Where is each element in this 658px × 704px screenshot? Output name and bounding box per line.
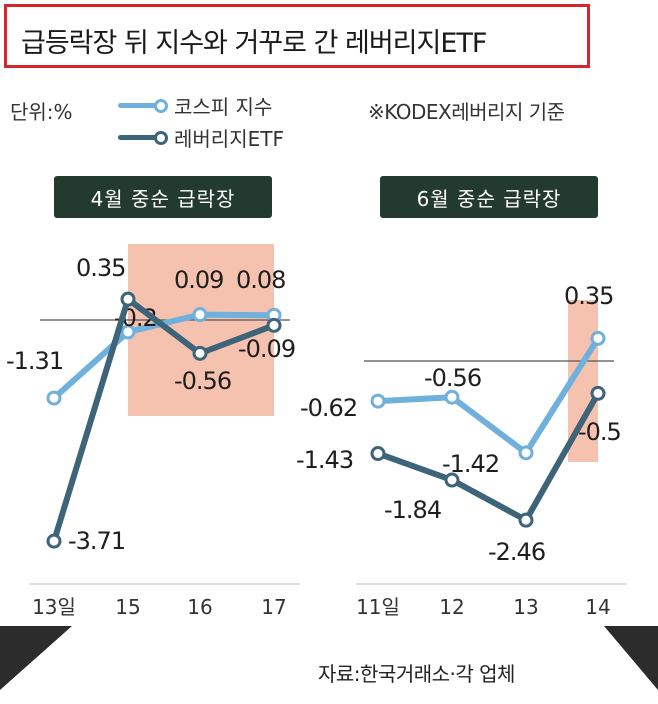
tick-label-april-1: 15 bbox=[115, 595, 140, 619]
data-point-kospi-april-2 bbox=[192, 307, 208, 323]
legend-kospi-label: 코스피 지수 bbox=[174, 94, 273, 119]
tick-label-june-1: 12 bbox=[439, 595, 464, 619]
source-note: ※KODEX레버리지 기준 bbox=[368, 100, 565, 124]
data-label-etf-june-2: -2.46 bbox=[488, 538, 545, 566]
highlight-band-april bbox=[128, 244, 274, 416]
chart-title: 급등락장 뒤 지수와 거꾸로 간 레버리지ETF bbox=[21, 28, 487, 59]
title-box: 급등락장 뒤 지수와 거꾸로 간 레버리지ETF bbox=[4, 4, 590, 68]
data-point-etf-april-2 bbox=[192, 345, 208, 361]
period-label-april: 4월 중순 급락장 bbox=[54, 176, 272, 218]
tick-label-april-3: 17 bbox=[261, 595, 286, 619]
tick-label-june-0: 11일 bbox=[356, 595, 400, 619]
data-point-etf-april-0 bbox=[46, 533, 62, 549]
tick-label-april-0: 13일 bbox=[32, 595, 76, 619]
data-label-etf-april-1: 0.35 bbox=[76, 254, 125, 282]
data-label-kospi-april-3: 0.08 bbox=[236, 266, 285, 294]
period-label-june: 6월 중순 급락장 bbox=[380, 176, 598, 218]
legend-etf: 레버리지ETF bbox=[118, 124, 284, 151]
data-point-kospi-june-2 bbox=[518, 445, 534, 461]
data-label-etf-april-2: -0.56 bbox=[174, 367, 231, 395]
data-label-kospi-june-0: -0.62 bbox=[300, 394, 357, 422]
data-point-kospi-april-0 bbox=[46, 390, 62, 406]
legend-etf-swatch bbox=[118, 131, 168, 145]
data-label-etf-june-1: -1.84 bbox=[384, 496, 441, 524]
tick-label-june-3: 14 bbox=[585, 595, 610, 619]
series-line-etf-june bbox=[375, 390, 601, 524]
corner-wedge-right bbox=[604, 626, 658, 690]
data-point-etf-april-1 bbox=[120, 291, 136, 307]
legend-etf-label: 레버리지ETF bbox=[174, 126, 284, 151]
data-label-kospi-april-2: 0.09 bbox=[174, 266, 223, 294]
data-point-kospi-june-1 bbox=[444, 389, 460, 405]
data-label-kospi-june-3: 0.35 bbox=[564, 282, 613, 310]
data-point-kospi-june-0 bbox=[370, 393, 386, 409]
series-line-etf-april bbox=[51, 296, 277, 545]
source-text: 자료:한국거래소·각 업체 bbox=[318, 662, 515, 686]
data-point-kospi-april-1 bbox=[120, 324, 136, 340]
unit-label: 단위:% bbox=[10, 100, 73, 124]
tick-label-april-2: 16 bbox=[187, 595, 212, 619]
data-label-kospi-june-1: -0.56 bbox=[424, 364, 481, 392]
data-point-etf-june-3 bbox=[590, 385, 606, 401]
corner-wedge-left bbox=[0, 626, 72, 690]
data-point-etf-june-1 bbox=[444, 472, 460, 488]
data-point-kospi-june-3 bbox=[590, 330, 606, 346]
series-line-kospi-june bbox=[375, 335, 601, 456]
data-point-etf-june-2 bbox=[518, 512, 534, 528]
legend-kospi-swatch bbox=[118, 99, 168, 113]
data-label-kospi-april-0: -1.31 bbox=[6, 347, 63, 375]
legend-kospi: 코스피 지수 bbox=[118, 92, 273, 119]
data-label-etf-april-0: -3.71 bbox=[68, 527, 125, 555]
data-point-etf-june-0 bbox=[370, 446, 386, 462]
data-label-etf-june-0: -1.43 bbox=[296, 446, 353, 474]
tick-label-june-2: 13 bbox=[513, 595, 538, 619]
data-point-etf-april-3 bbox=[266, 317, 282, 333]
data-label-etf-april-3: -0.09 bbox=[238, 335, 295, 363]
data-label-etf-june-3: -0.5 bbox=[578, 418, 621, 446]
